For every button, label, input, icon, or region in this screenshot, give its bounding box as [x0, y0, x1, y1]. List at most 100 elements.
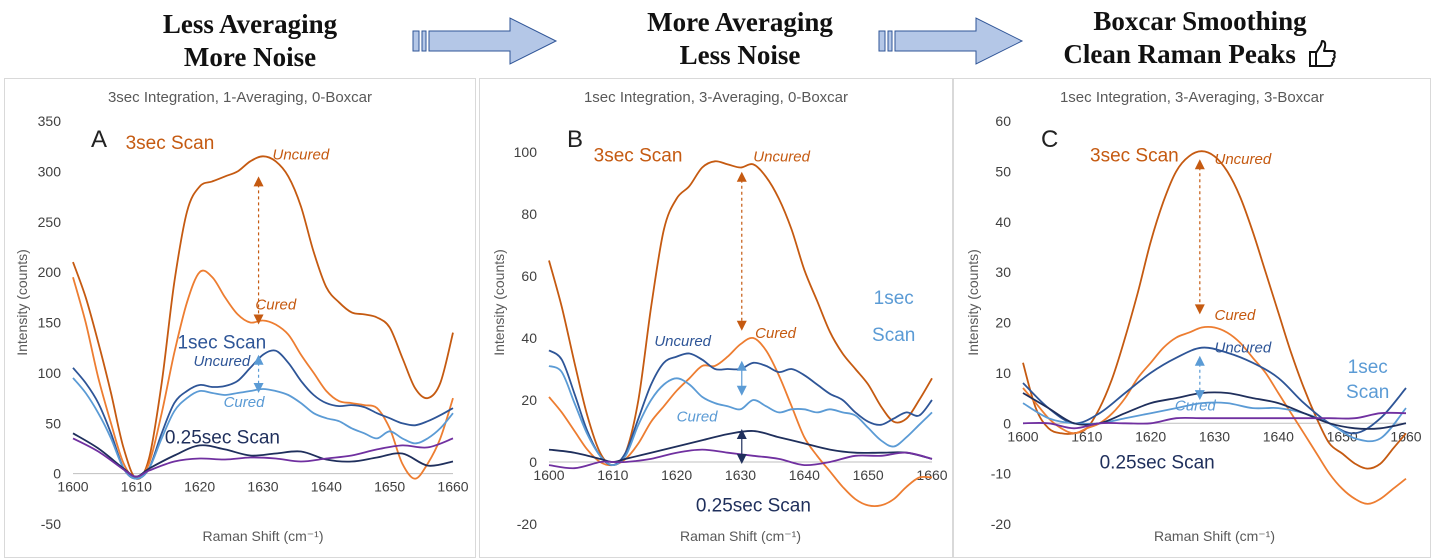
x-tick-label: 1600 [533, 467, 564, 483]
x-tick-label: 1640 [1263, 428, 1294, 444]
x-tick-label: 1660 [1390, 428, 1421, 444]
chart-plot-c: -20 -10 0 10 20 30 40 50 60 1600 1610 1620 1630 1640 1… [965, 113, 1422, 544]
header-line-1: Boxcar Smoothing [1093, 6, 1307, 36]
chart-plot-b: -20 0 20 40 60 80 100 1600 1610 1620 1630 1640 1650 1… [491, 126, 948, 544]
annotation-cured: Cured [755, 325, 797, 342]
annotation-cured: Cured [224, 394, 266, 411]
x-tick-label: 1610 [597, 467, 628, 483]
x-tick-label: 1600 [1007, 428, 1038, 444]
y-tick-label: 150 [38, 315, 62, 331]
series-line [1022, 411, 1407, 430]
y-tick-label: -50 [41, 516, 61, 532]
header-line-2-text: Clean Raman Peaks [1063, 39, 1296, 69]
chart-panel-b: 1sec Integration, 3-Averaging, 0-Boxcar … [479, 78, 953, 558]
y-tick-label: 80 [521, 206, 537, 222]
x-tick-label: 1630 [1199, 428, 1230, 444]
y-axis-label: Intensity (counts) [965, 249, 981, 356]
y-tick-label: 0 [53, 466, 61, 482]
arrow-down-icon [1194, 304, 1205, 315]
y-tick-label: 60 [995, 113, 1011, 129]
y-tick-label: 100 [38, 365, 62, 381]
chart-title: 3sec Integration, 1-Averaging, 0-Boxcar [107, 89, 373, 106]
x-tick-label: 1650 [853, 467, 884, 483]
annotation-scan3: 3sec Scan [594, 145, 683, 166]
y-tick-label: 200 [38, 264, 62, 280]
x-axis-label: Raman Shift (cm⁻¹) [680, 528, 801, 544]
header-line-1: Less Averaging [162, 9, 338, 39]
header-line-2: More Noise [183, 42, 317, 72]
arrow-down-icon [253, 383, 264, 394]
chart-panel-c: 1sec Integration, 3-Averaging, 3-Boxcar … [953, 78, 1431, 558]
x-tick-label: 1630 [247, 479, 278, 495]
right-arrow-icon [412, 17, 558, 65]
arrow-down-icon [1194, 390, 1205, 401]
x-tick-label: 1600 [57, 479, 88, 495]
chart-plot-a: -50 0 50 100 150 200 250 300 350 1600 1610 1620 1630… [14, 113, 469, 544]
y-tick-label: -10 [991, 466, 1011, 482]
x-tick-label: 1660 [437, 479, 468, 495]
y-tick-label: 40 [521, 330, 537, 346]
y-tick-label: 300 [38, 163, 62, 179]
series-line [72, 437, 454, 478]
annotation-scan1: 1sec Scan [177, 333, 266, 354]
annotation-cured: Cured [1175, 398, 1217, 415]
arrow-up-icon [1194, 159, 1205, 170]
x-tick-label: 1630 [725, 467, 756, 483]
y-tick-label: 30 [995, 264, 1011, 280]
arrow-up-icon [736, 360, 747, 371]
chart-title: 1sec Integration, 3-Averaging, 0-Boxcar [583, 89, 849, 106]
x-tick-label: 1620 [1135, 428, 1166, 444]
annotation-scan1-line2: Scan [1346, 382, 1389, 403]
x-axis-label: Raman Shift (cm⁻¹) [1154, 528, 1275, 544]
y-tick-label: 0 [529, 454, 537, 470]
annotation-scan3: 3sec Scan [1090, 145, 1179, 166]
x-tick-label: 1610 [121, 479, 152, 495]
y-tick-label: 50 [45, 415, 61, 431]
annotation-uncured: Uncured [753, 148, 810, 165]
y-tick-label: 60 [521, 268, 537, 284]
header-line-1: More Averaging [647, 7, 833, 37]
series-line [548, 160, 933, 467]
header-line-2: Clean Raman Peaks [1030, 38, 1370, 71]
annotation-uncured: Uncured [1215, 340, 1272, 357]
y-tick-label: 10 [995, 365, 1011, 381]
series-line [548, 365, 933, 467]
x-tick-label: 1640 [311, 479, 342, 495]
series-line [1022, 391, 1407, 430]
header-less-averaging: Less Averaging More Noise [100, 8, 400, 74]
annotation-cured: Cured [677, 409, 719, 426]
arrow-down-icon [253, 314, 264, 325]
annotation-scan025: 0.25sec Scan [1100, 453, 1215, 474]
annotation-uncured: Uncured [193, 353, 250, 370]
arrow-down-icon [736, 385, 747, 396]
y-axis-label: Intensity (counts) [14, 249, 30, 356]
series-line [72, 349, 454, 480]
arrow-up-icon [253, 176, 264, 187]
header-more-averaging: More Averaging Less Noise [590, 6, 890, 72]
annotation-cured: Cured [255, 296, 297, 313]
chart-panel-a: 3sec Integration, 1-Averaging, 0-Boxcar … [4, 78, 476, 558]
y-tick-label: -20 [991, 516, 1011, 532]
arrow-down-icon [736, 320, 747, 331]
annotation-scan1-line1: 1sec [1348, 357, 1388, 378]
annotation-scan025: 0.25sec Scan [165, 427, 280, 448]
chart-title: 1sec Integration, 3-Averaging, 3-Boxcar [1059, 89, 1325, 106]
y-axis-label: Intensity (counts) [491, 249, 507, 356]
series-line [1022, 326, 1407, 505]
x-tick-label: 1620 [184, 479, 215, 495]
annotation-cured: Cured [1215, 307, 1257, 324]
series-line [548, 448, 933, 470]
annotation-scan025: 0.25sec Scan [696, 496, 811, 517]
annotation-scan1-line2: Scan [872, 325, 915, 346]
x-tick-label: 1650 [374, 479, 405, 495]
series-line [72, 377, 454, 480]
annotation-uncured: Uncured [654, 333, 711, 350]
arrow-down-icon [736, 454, 747, 464]
header-boxcar-smoothing: Boxcar Smoothing Clean Raman Peaks [1030, 5, 1370, 71]
thumbs-up-icon [1308, 40, 1336, 67]
x-tick-label: 1660 [916, 467, 947, 483]
panel-letter: B [567, 126, 583, 153]
y-tick-label: 50 [995, 163, 1011, 179]
x-tick-label: 1640 [789, 467, 820, 483]
y-tick-label: 100 [514, 144, 538, 160]
